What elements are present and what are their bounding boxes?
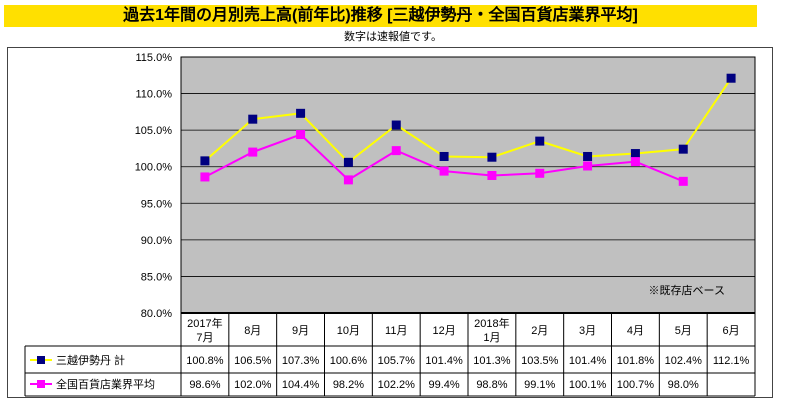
x-tick-label: 5月: [675, 325, 692, 337]
data-point: [487, 152, 497, 162]
x-tick-label: 11月: [385, 325, 407, 337]
plot-area: [180, 56, 756, 314]
y-tick-label: 105.0%: [135, 125, 173, 137]
x-tick-label: 9月: [292, 325, 309, 337]
data-label: 103.5%: [521, 355, 559, 367]
data-point: [630, 157, 640, 167]
data-point: [296, 130, 306, 140]
chart-title: 過去1年間の月別売上高(前年比)推移 [三越伊勢丹・全国百貨店業界平均]: [4, 5, 757, 27]
x-tick-label: 10月: [337, 325, 360, 337]
data-label: 99.4%: [428, 379, 459, 391]
series-line: [204, 77, 732, 164]
data-point: [200, 172, 210, 182]
data-point: [248, 114, 258, 124]
data-label: 100.6%: [330, 355, 368, 367]
x-tick-label: 12月: [432, 325, 455, 337]
data-label: 101.4%: [425, 355, 463, 367]
legend-marker: [37, 380, 45, 388]
data-label: 104.4%: [282, 379, 320, 391]
data-point: [583, 151, 593, 161]
data-label: 100.8%: [186, 355, 224, 367]
x-tick-label: 2月: [531, 325, 548, 337]
data-point: [726, 73, 736, 83]
chart-subtitle: 数字は速報値です。: [344, 31, 442, 43]
data-label: 98.0%: [668, 379, 699, 391]
data-point: [343, 157, 353, 167]
data-point: [583, 161, 593, 171]
data-point: [487, 170, 497, 180]
data-label: 98.2%: [333, 379, 364, 391]
data-point: [391, 120, 401, 130]
data-point: [296, 108, 306, 118]
y-tick-label: 115.0%: [136, 52, 173, 64]
x-tick-label: 1月: [483, 332, 500, 344]
data-point: [439, 151, 449, 161]
chart-frame: [7, 47, 773, 398]
data-label: 99.1%: [524, 379, 555, 391]
data-label: 100.7%: [617, 379, 655, 391]
x-tick-label: 2018年: [474, 316, 509, 330]
data-point: [630, 149, 640, 159]
legend-label: 全国百貨店業界平均: [56, 377, 155, 391]
x-tick-label: 7月: [196, 332, 213, 344]
x-tick-label: 8月: [244, 325, 261, 337]
data-point: [343, 175, 353, 185]
data-label: 100.1%: [569, 379, 607, 391]
y-tick-label: 80.0%: [141, 308, 172, 320]
data-point: [535, 168, 545, 178]
y-tick-label: 110.0%: [136, 89, 173, 101]
data-point: [535, 136, 545, 146]
data-label: 98.8%: [476, 379, 507, 391]
legend-label: 三越伊勢丹 計: [56, 353, 125, 367]
data-point: [678, 176, 688, 186]
data-point: [678, 144, 688, 154]
data-label: 102.2%: [378, 379, 416, 391]
y-tick-label: 95.0%: [141, 198, 172, 210]
y-tick-label: 100.0%: [135, 162, 173, 174]
data-label: 105.7%: [378, 355, 416, 367]
data-label: 102.0%: [234, 379, 272, 391]
data-point: [200, 156, 210, 166]
x-tick-label: 3月: [579, 325, 596, 337]
x-tick-label: 4月: [627, 325, 644, 337]
x-tick-label: 2017年: [187, 316, 222, 330]
data-label: 98.6%: [189, 379, 220, 391]
data-label: 101.3%: [473, 355, 511, 367]
data-label: 101.4%: [569, 355, 607, 367]
annotation: ※既存店ベース: [649, 283, 725, 297]
y-tick-label: 85.0%: [141, 271, 172, 283]
data-point: [248, 147, 258, 157]
data-point: [439, 166, 449, 176]
x-tick-label: 6月: [723, 325, 740, 337]
y-tick-label: 90.0%: [141, 235, 172, 247]
legend-marker: [37, 356, 45, 364]
data-label: 107.3%: [282, 355, 320, 367]
data-label: 101.8%: [617, 355, 655, 367]
data-label: 112.1%: [713, 355, 750, 367]
data-label: 106.5%: [234, 355, 272, 367]
data-point: [391, 146, 401, 156]
data-label: 102.4%: [665, 355, 703, 367]
